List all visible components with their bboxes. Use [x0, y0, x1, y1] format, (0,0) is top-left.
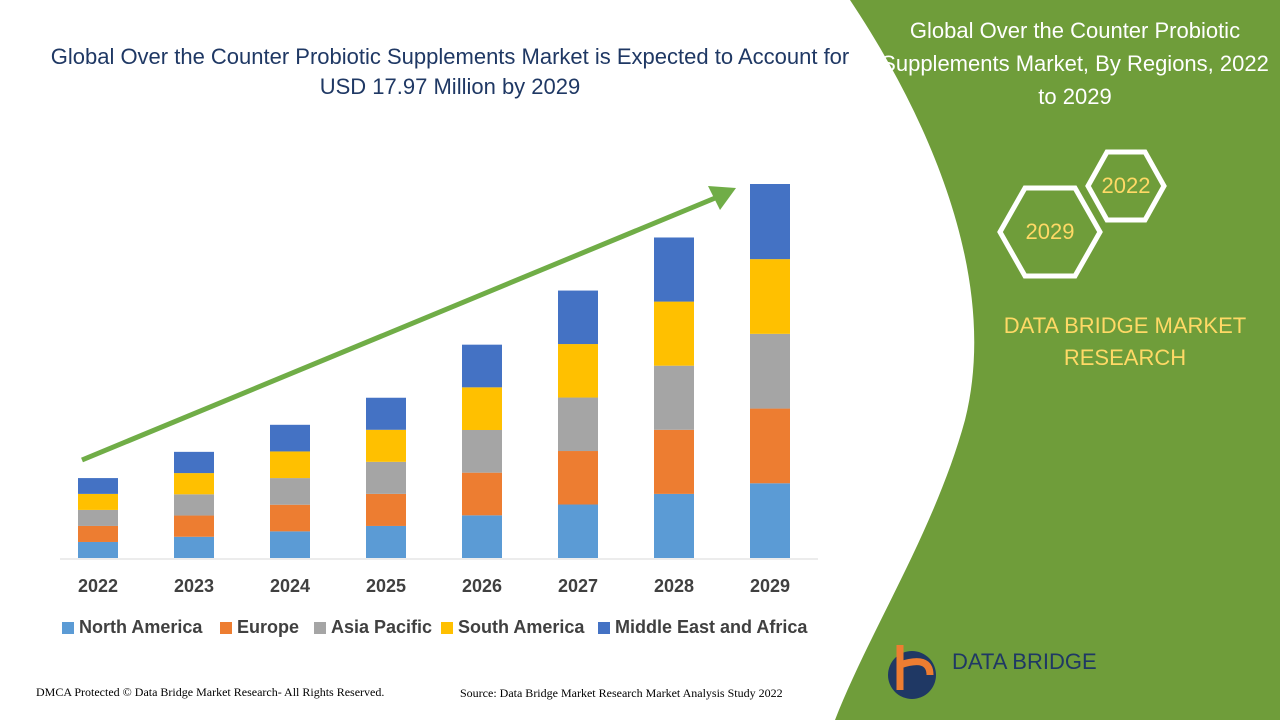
bar-segment: [270, 504, 310, 532]
bar-segment: [174, 473, 214, 495]
bar-segment: [270, 531, 310, 558]
legend-swatch: [220, 622, 232, 634]
bar-segment: [270, 424, 310, 452]
bar-segment: [462, 430, 502, 473]
bar-segment: [174, 536, 214, 558]
logo-text: DATA BRIDGE: [952, 649, 1097, 674]
bar-segment: [366, 429, 406, 462]
bar-segment: [558, 504, 598, 558]
hex-label: 2022: [1102, 173, 1151, 198]
trend-arrow: [81, 193, 721, 463]
hexagon: [1085, 149, 1167, 223]
title-box: Global Over the Counter Probiotic Supple…: [50, 44, 850, 99]
x-tick-label: 2025: [366, 576, 406, 596]
bar-segment: [654, 493, 694, 558]
bar-segment: [750, 333, 790, 409]
bar-segment: [78, 509, 118, 526]
logo-icon: [896, 645, 934, 690]
bar-segment: [654, 365, 694, 430]
bar-segment: [750, 259, 790, 334]
bar-segment: [558, 397, 598, 452]
hex-label: 2029: [1026, 219, 1075, 244]
plot: 2022 2023 2024 2025 2026 2027 2028 2029 North Am…: [62, 184, 808, 637]
x-tick-label: 2022: [78, 576, 118, 596]
brand-box: DATA BRIDGE MARKET RESEARCH: [1003, 313, 1247, 370]
x-tick-label: 2026: [462, 576, 502, 596]
bar-segment: [174, 494, 214, 516]
bar-segment: [750, 184, 790, 260]
bar-segment: [174, 451, 214, 474]
bar-segment: [366, 461, 406, 494]
bar-segment: [366, 525, 406, 558]
bar-segment: [654, 237, 694, 302]
legend-swatch: [441, 622, 453, 634]
x-tick-label: 2024: [270, 576, 310, 596]
bar-segment: [654, 429, 694, 494]
chart-title: Global Over the Counter Probiotic Supple…: [50, 44, 850, 99]
source: Source: Data Bridge Market Research Mark…: [460, 686, 783, 700]
copyright: DMCA Protected © Data Bridge Market Rese…: [36, 685, 384, 699]
x-tick-label: 2029: [750, 576, 790, 596]
bar-segment: [558, 451, 598, 505]
legend-label: Asia Pacific: [331, 617, 432, 637]
bar-segment: [78, 541, 118, 558]
trend-arrow-head: [708, 186, 736, 210]
legend-swatch: [62, 622, 74, 634]
bar-segment: [558, 344, 598, 398]
bar-segment: [750, 408, 790, 484]
bar-segment: [654, 301, 694, 366]
bar-segment: [270, 451, 310, 479]
bar-segment: [462, 472, 502, 516]
x-tick-label: 2028: [654, 576, 694, 596]
legend-label: North America: [79, 617, 203, 637]
brand: DATA BRIDGE MARKET RESEARCH: [1003, 313, 1247, 370]
bar-segment: [558, 290, 598, 345]
bar-segment: [366, 493, 406, 526]
bar-segment: [366, 397, 406, 430]
hexagon: [997, 185, 1103, 279]
legend-label: Middle East and Africa: [615, 617, 808, 637]
bar-segment: [270, 478, 310, 505]
bar-segment: [462, 344, 502, 388]
bar-segment: [78, 525, 118, 542]
bar-segment: [78, 478, 118, 494]
legend-swatch: [598, 622, 610, 634]
side-title: Global Over the Counter Probiotic Supple…: [881, 18, 1269, 109]
bar-segment: [78, 493, 118, 510]
bar-segment: [750, 483, 790, 558]
x-tick-label: 2027: [558, 576, 598, 596]
legend-swatch: [314, 622, 326, 634]
bar-segment: [462, 387, 502, 431]
x-tick-label: 2023: [174, 576, 214, 596]
bar-segment: [462, 515, 502, 558]
legend-label: South America: [458, 617, 585, 637]
legend-label: Europe: [237, 617, 299, 637]
side-panel: [835, 0, 1280, 720]
bar-segment: [174, 515, 214, 537]
side-title-box: Global Over the Counter Probiotic Supple…: [881, 18, 1269, 109]
